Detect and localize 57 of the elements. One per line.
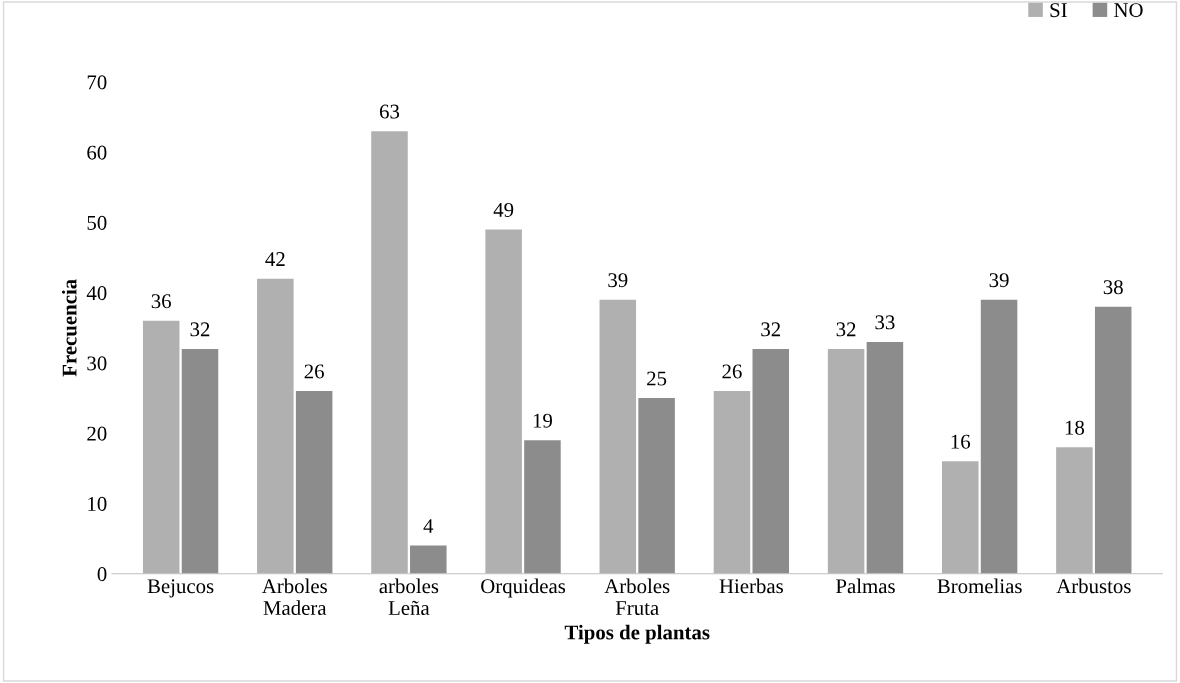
bar bbox=[941, 461, 979, 574]
legend-label: SI bbox=[1050, 3, 1067, 18]
x-tick-label: Bromelias bbox=[937, 578, 1022, 594]
y-tick-label: 60 bbox=[87, 145, 107, 160]
bar bbox=[524, 440, 561, 574]
bar bbox=[980, 299, 1018, 574]
bar bbox=[638, 398, 675, 574]
data-label: 49 bbox=[493, 202, 514, 217]
data-label: 39 bbox=[989, 273, 1009, 288]
data-label: 33 bbox=[875, 315, 895, 330]
x-tick-label: arboles Leña bbox=[379, 578, 439, 616]
data-label: 25 bbox=[647, 371, 667, 386]
bar bbox=[485, 229, 522, 574]
y-axis-title: Frecuencia bbox=[61, 279, 77, 377]
x-axis-title: Tipos de plantas bbox=[564, 624, 710, 644]
x-tick-label: Arbustos bbox=[1056, 578, 1131, 594]
y-tick-label: 0 bbox=[97, 567, 107, 582]
data-label: 19 bbox=[533, 413, 553, 428]
bar bbox=[1056, 447, 1093, 574]
bar bbox=[410, 545, 447, 574]
y-tick-label: 30 bbox=[87, 356, 107, 371]
x-tick-label: Palmas bbox=[836, 578, 895, 594]
data-label: 42 bbox=[265, 252, 285, 266]
bar bbox=[371, 131, 408, 574]
data-label: 26 bbox=[722, 364, 742, 379]
data-label: 32 bbox=[836, 322, 856, 337]
y-tick-label: 10 bbox=[88, 496, 107, 511]
data-label: 18 bbox=[1065, 420, 1085, 435]
data-label: 36 bbox=[151, 294, 171, 309]
bar bbox=[257, 278, 294, 574]
x-tick-label: Orquideas bbox=[481, 578, 566, 598]
legend-label: NO bbox=[1114, 3, 1143, 18]
data-label: 16 bbox=[951, 434, 971, 449]
x-tick-label: Hierbas bbox=[719, 578, 783, 594]
x-tick-label: Arboles Fruta bbox=[604, 578, 670, 616]
bar bbox=[752, 348, 790, 574]
data-label: 38 bbox=[1103, 280, 1123, 295]
data-label: 32 bbox=[761, 322, 781, 337]
data-label: 63 bbox=[379, 104, 400, 119]
bar bbox=[1094, 306, 1132, 574]
bar bbox=[599, 299, 637, 574]
data-label: 32 bbox=[190, 322, 210, 337]
y-tick-label: 70 bbox=[87, 75, 107, 90]
bar bbox=[181, 348, 219, 574]
data-label: 4 bbox=[423, 519, 434, 533]
bar bbox=[142, 320, 180, 574]
bar bbox=[866, 341, 904, 574]
y-tick-label: 20 bbox=[87, 426, 107, 441]
y-tick-label: 50 bbox=[87, 215, 107, 230]
x-tick-label: Arboles Madera bbox=[261, 578, 327, 616]
bar bbox=[713, 391, 751, 574]
bar bbox=[827, 348, 865, 574]
data-label: 39 bbox=[608, 273, 628, 288]
bar bbox=[295, 391, 333, 574]
y-tick-label: 40 bbox=[86, 286, 107, 301]
x-tick-label: Bejucos bbox=[147, 579, 214, 598]
data-label: 26 bbox=[304, 364, 324, 379]
